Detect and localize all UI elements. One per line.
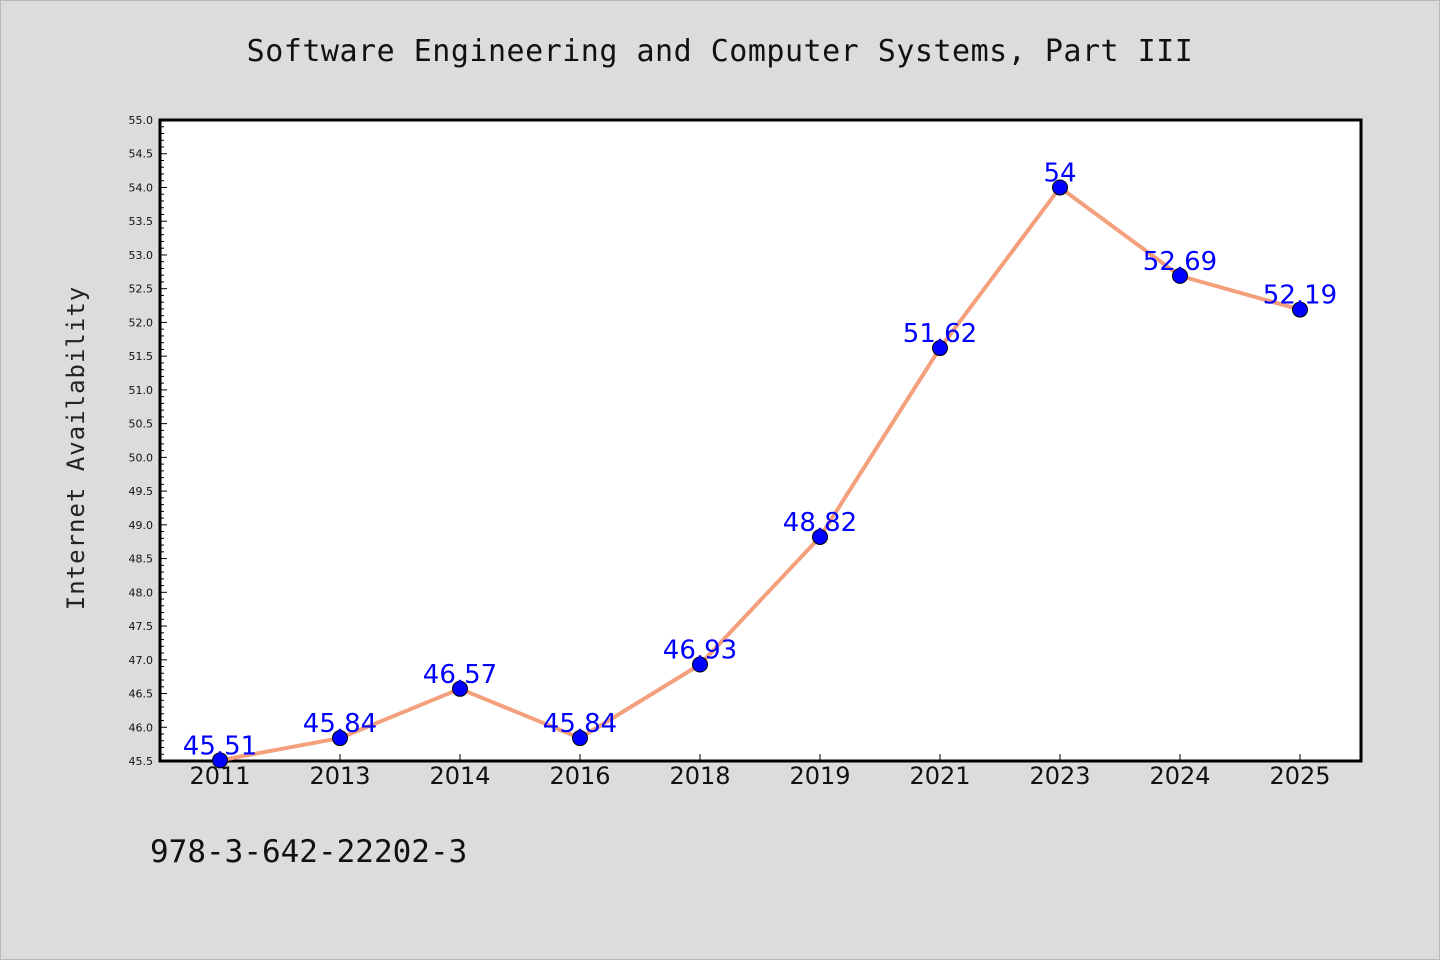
y-tick-label: 51.5: [129, 350, 154, 363]
y-tick-label: 53.0: [129, 249, 154, 262]
y-tick-label: 46.0: [129, 721, 154, 734]
x-tick-label: 2025: [1269, 762, 1330, 790]
y-tick-label: 51.0: [129, 384, 154, 397]
y-tick-label: 50.0: [129, 451, 154, 464]
data-label: 54: [1043, 158, 1076, 188]
data-label: 48.82: [783, 508, 857, 538]
y-axis-ticks: 45.5 46.0 46.5 47.0 47.5 48.0 48.5 49.0 49.5 50.0…: [129, 114, 167, 768]
x-tick-label: 2021: [909, 762, 970, 790]
x-tick-label: 2023: [1029, 762, 1090, 790]
data-point: [812, 528, 828, 545]
data-point: [572, 730, 588, 747]
data-label: 52.19: [1263, 281, 1337, 311]
y-tick-label: 48.5: [129, 553, 154, 566]
data-point: [452, 680, 468, 697]
data-point: [332, 730, 348, 747]
data-point: [1292, 301, 1308, 318]
y-tick-label: 53.5: [129, 215, 154, 228]
y-tick-label: 49.0: [129, 519, 154, 532]
data-label: 45.84: [543, 709, 617, 739]
y-tick-label: 54.0: [129, 181, 154, 194]
x-tick-label: 2013: [309, 762, 370, 790]
x-tick-label: 2018: [669, 762, 730, 790]
y-tick-label: 47.0: [129, 654, 154, 667]
y-tick-label: 52.5: [129, 283, 154, 296]
data-labels: 45.51 45.84 46.57 45.84 46.93 48.82 51.62 54 52.…: [183, 158, 1337, 761]
x-tick-label: 2019: [789, 762, 850, 790]
chart-title: Software Engineering and Computer System…: [246, 34, 1194, 69]
series-line-group: [218, 185, 1302, 763]
x-axis-ticks: 2011 2013 2014 2016 2018 2019 2021 2023 2024 2025: [189, 754, 1331, 790]
plot-area: [158, 118, 1363, 763]
data-label: 46.93: [663, 636, 737, 666]
isbn-text: 978-3-642-22202-3: [150, 834, 468, 870]
y-tick-label: 47.5: [129, 620, 154, 633]
data-label: 45.51: [183, 731, 257, 761]
y-tick-label: 45.5: [129, 755, 154, 768]
series-line: [218, 185, 1302, 763]
data-label: 51.62: [903, 319, 977, 349]
data-label: 52.69: [1143, 247, 1217, 277]
y-tick-label: 48.0: [129, 586, 154, 599]
data-point: [932, 340, 948, 357]
x-tick-label: 2016: [549, 762, 610, 790]
y-tick-label: 46.5: [129, 688, 154, 701]
y-tick-label: 52.0: [129, 316, 154, 329]
data-label: 46.57: [423, 660, 497, 690]
x-tick-label: 2014: [429, 762, 490, 790]
y-tick-label: 50.5: [129, 418, 154, 431]
y-tick-label: 54.5: [129, 148, 154, 161]
data-point: [692, 656, 708, 673]
x-tick-label: 2024: [1149, 762, 1210, 790]
data-point: [1052, 179, 1068, 196]
y-tick-label: 49.5: [129, 485, 154, 498]
data-markers: [212, 179, 1308, 769]
y-tick-label: 55.0: [129, 114, 154, 127]
data-point: [1172, 267, 1188, 284]
data-label: 45.84: [303, 709, 377, 739]
data-point: [212, 752, 228, 769]
